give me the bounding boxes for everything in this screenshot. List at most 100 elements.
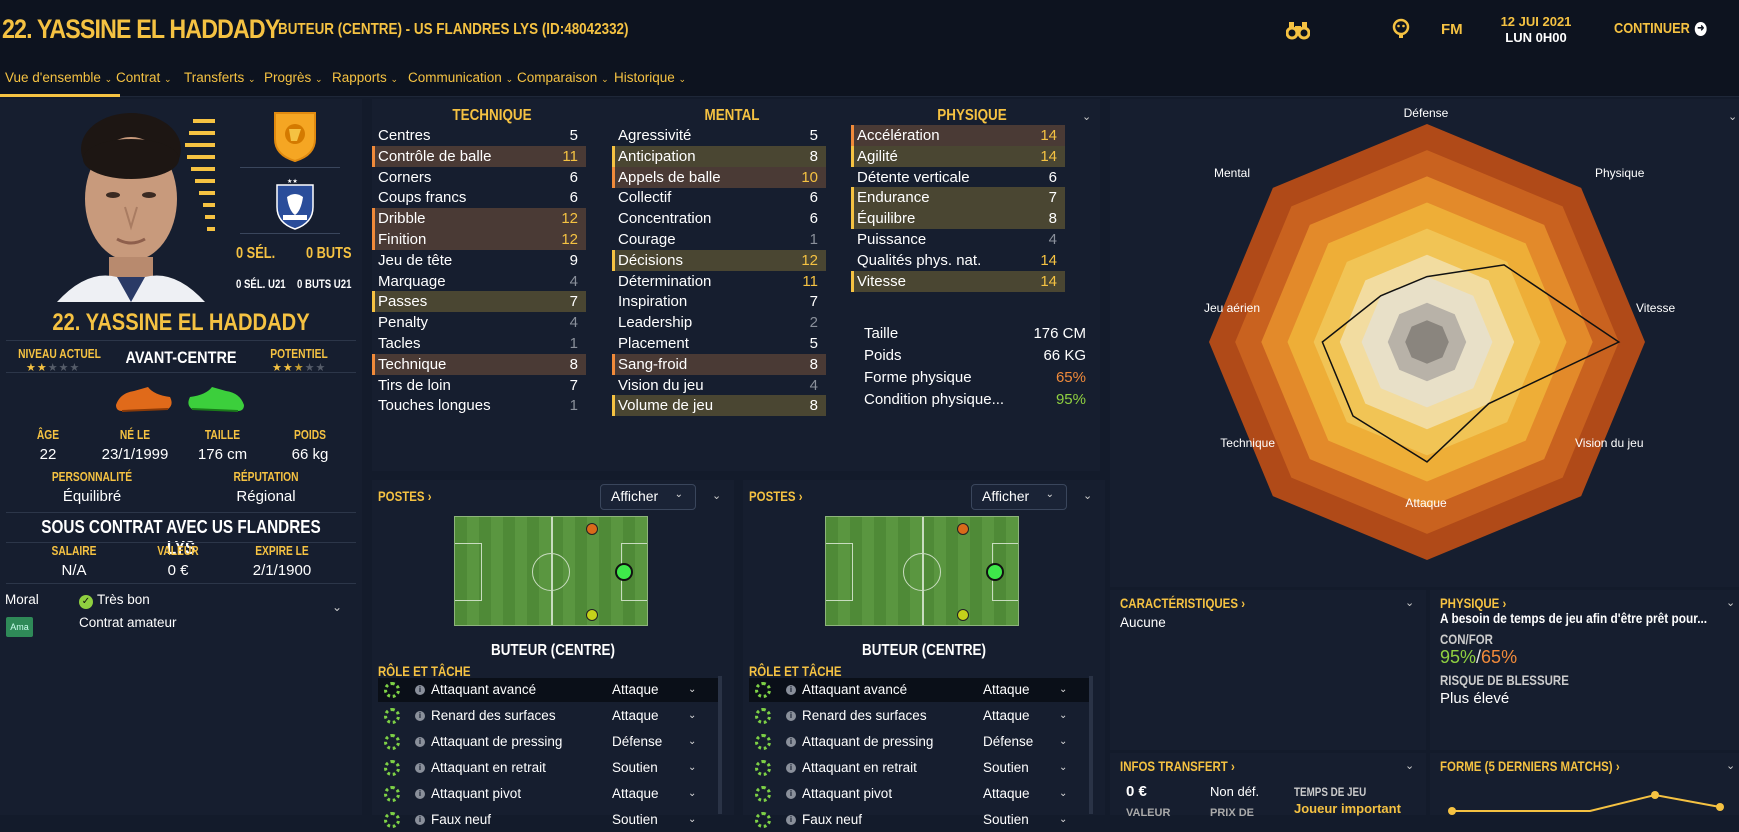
role-row[interactable]: i Attaquant pivot Attaque ⌄ — [749, 782, 1089, 806]
france-crest-icon[interactable]: ★★ — [273, 177, 317, 231]
role-row[interactable]: i Attaquant avancé Attaque ⌄ — [378, 678, 718, 702]
attr-row-mental[interactable]: Volume de jeu 8 — [612, 395, 826, 417]
attr-row-mental[interactable]: Appels de balle 10 — [612, 166, 826, 188]
info-icon[interactable]: i — [786, 763, 796, 773]
role-duty[interactable]: Soutien — [983, 760, 1029, 775]
attr-row-mental[interactable]: Agressivité 5 — [612, 125, 826, 146]
chevron-down-icon[interactable]: ⌄ — [712, 490, 722, 502]
pitch-diagram[interactable] — [825, 516, 1019, 626]
chevron-down-icon[interactable]: ⌄ — [1059, 788, 1068, 799]
info-icon[interactable]: i — [786, 685, 796, 695]
binoculars-icon[interactable] — [1285, 20, 1311, 42]
chevron-down-icon[interactable]: ⌄ — [688, 684, 697, 695]
chevron-down-icon[interactable]: ⌄ — [1059, 710, 1068, 721]
position-dot[interactable] — [957, 609, 969, 621]
chevron-down-icon[interactable]: ⌄ — [1728, 111, 1738, 123]
afficher-dropdown[interactable]: Afficher ⌄ — [600, 484, 696, 510]
role-row[interactable]: i Attaquant de pressing Défense ⌄ — [749, 730, 1089, 754]
continue-button[interactable]: CONTINUER ➜ — [1614, 20, 1707, 37]
chevron-down-icon[interactable]: ⌄ — [688, 814, 697, 825]
info-icon[interactable]: i — [786, 711, 796, 721]
role-row[interactable]: i Attaquant de pressing Défense ⌄ — [378, 730, 718, 754]
fm-logo[interactable]: FM — [1441, 21, 1463, 38]
menu-vue-ensemble[interactable]: Vue d'ensemble ⌄ — [5, 70, 113, 85]
attr-row-technique[interactable]: Jeu de tête 9 — [372, 250, 586, 271]
chevron-down-icon[interactable]: ⌄ — [1726, 760, 1736, 772]
position-dot[interactable] — [957, 523, 969, 535]
attr-row-technique[interactable]: Passes 7 — [372, 291, 586, 313]
role-duty[interactable]: Attaque — [612, 786, 659, 801]
menu-communication[interactable]: Communication ⌄ — [408, 70, 514, 85]
attr-row-mental[interactable]: Vision du jeu 4 — [612, 375, 826, 396]
info-icon[interactable]: i — [415, 711, 425, 721]
attr-row-technique[interactable]: Corners 6 — [372, 167, 586, 188]
role-duty[interactable]: Attaque — [612, 682, 659, 697]
attr-row-physique[interactable]: Puissance 4 — [851, 229, 1065, 250]
role-duty[interactable]: Attaque — [612, 708, 659, 723]
chevron-down-icon[interactable]: ⌄ — [1059, 684, 1068, 695]
position-dot-main[interactable] — [615, 563, 633, 581]
chevron-down-icon[interactable]: ⌄ — [1726, 597, 1736, 609]
netherlands-crest-icon[interactable] — [273, 109, 317, 163]
postes-title[interactable]: POSTES › — [749, 488, 803, 504]
attr-row-technique[interactable]: Penalty 4 — [372, 312, 586, 333]
info-icon[interactable]: i — [415, 737, 425, 747]
postes-title[interactable]: POSTES › — [378, 488, 432, 504]
caracteristiques-title[interactable]: CARACTÉRISTIQUES › — [1120, 595, 1246, 611]
forme-title[interactable]: FORME (5 DERNIERS MATCHS) › — [1440, 758, 1620, 774]
attr-row-physique[interactable]: Vitesse 14 — [851, 270, 1065, 292]
attr-row-mental[interactable]: Sang-froid 8 — [612, 353, 826, 375]
menu-transferts[interactable]: Transferts ⌄ — [184, 70, 256, 85]
role-row[interactable]: i Renard des surfaces Attaque ⌄ — [749, 704, 1089, 728]
chevron-down-icon[interactable]: ⌄ — [1059, 762, 1068, 773]
game-date[interactable]: 12 JUI 2021 LUN 0H00 — [1496, 14, 1576, 46]
chevron-down-icon[interactable]: ⌄ — [1405, 597, 1415, 609]
role-duty[interactable]: Attaque — [983, 682, 1030, 697]
transfer-title[interactable]: INFOS TRANSFERT › — [1120, 758, 1235, 774]
chevron-down-icon[interactable]: ⌄ — [688, 710, 697, 721]
role-row[interactable]: i Renard des surfaces Attaque ⌄ — [378, 704, 718, 728]
attr-row-physique[interactable]: Accélération 14 — [851, 125, 1065, 146]
role-duty[interactable]: Soutien — [612, 760, 658, 775]
attr-row-physique[interactable]: Endurance 7 — [851, 187, 1065, 209]
chevron-down-icon[interactable]: ⌄ — [1405, 760, 1415, 772]
attr-row-mental[interactable]: Anticipation 8 — [612, 145, 826, 167]
position-dot-main[interactable] — [986, 563, 1004, 581]
menu-historique[interactable]: Historique ⌄ — [614, 70, 687, 85]
attr-row-mental[interactable]: Concentration 6 — [612, 208, 826, 229]
role-row[interactable]: i Attaquant en retrait Soutien ⌄ — [749, 756, 1089, 780]
chevron-down-icon[interactable]: ⌄ — [332, 600, 343, 614]
attr-row-technique[interactable]: Dribble 12 — [372, 208, 586, 230]
afficher-dropdown[interactable]: Afficher ⌄ — [971, 484, 1067, 510]
attr-row-technique[interactable]: Technique 8 — [372, 353, 586, 375]
chevron-down-icon[interactable]: ⌄ — [1059, 736, 1068, 747]
role-row[interactable]: i Attaquant en retrait Soutien ⌄ — [378, 756, 718, 780]
info-icon[interactable]: i — [415, 685, 425, 695]
role-row[interactable]: i Faux neuf Soutien ⌄ — [378, 808, 718, 832]
scrollbar[interactable] — [1089, 676, 1093, 814]
attr-row-technique[interactable]: Tacles 1 — [372, 333, 586, 354]
role-duty[interactable]: Attaque — [983, 786, 1030, 801]
attr-row-mental[interactable]: Collectif 6 — [612, 187, 826, 208]
role-duty[interactable]: Soutien — [612, 812, 658, 827]
attr-row-technique[interactable]: Contrôle de balle 11 — [372, 145, 586, 167]
attr-row-mental[interactable]: Leadership 2 — [612, 312, 826, 333]
attr-row-mental[interactable]: Placement 5 — [612, 333, 826, 354]
menu-progres[interactable]: Progrès ⌄ — [264, 70, 323, 85]
info-icon[interactable]: i — [415, 789, 425, 799]
moral-value[interactable]: ✓ Très bon — [79, 592, 150, 609]
role-row[interactable]: i Attaquant avancé Attaque ⌄ — [749, 678, 1089, 702]
attr-row-technique[interactable]: Coups francs 6 — [372, 187, 586, 208]
attr-row-physique[interactable]: Qualités phys. nat. 14 — [851, 250, 1065, 271]
role-duty[interactable]: Attaque — [983, 708, 1030, 723]
manager-face-icon[interactable] — [1392, 18, 1410, 43]
attr-row-technique[interactable]: Touches longues 1 — [372, 395, 586, 416]
menu-contrat[interactable]: Contrat ⌄ — [116, 70, 172, 85]
chevron-down-icon[interactable]: ⌄ — [688, 788, 697, 799]
menu-rapports[interactable]: Rapports ⌄ — [332, 70, 399, 85]
chevron-down-icon[interactable]: ⌄ — [688, 762, 697, 773]
position-dot[interactable] — [586, 609, 598, 621]
role-row[interactable]: i Faux neuf Soutien ⌄ — [749, 808, 1089, 832]
chevron-down-icon[interactable]: ⌄ — [1083, 490, 1093, 502]
attr-row-technique[interactable]: Tirs de loin 7 — [372, 375, 586, 396]
